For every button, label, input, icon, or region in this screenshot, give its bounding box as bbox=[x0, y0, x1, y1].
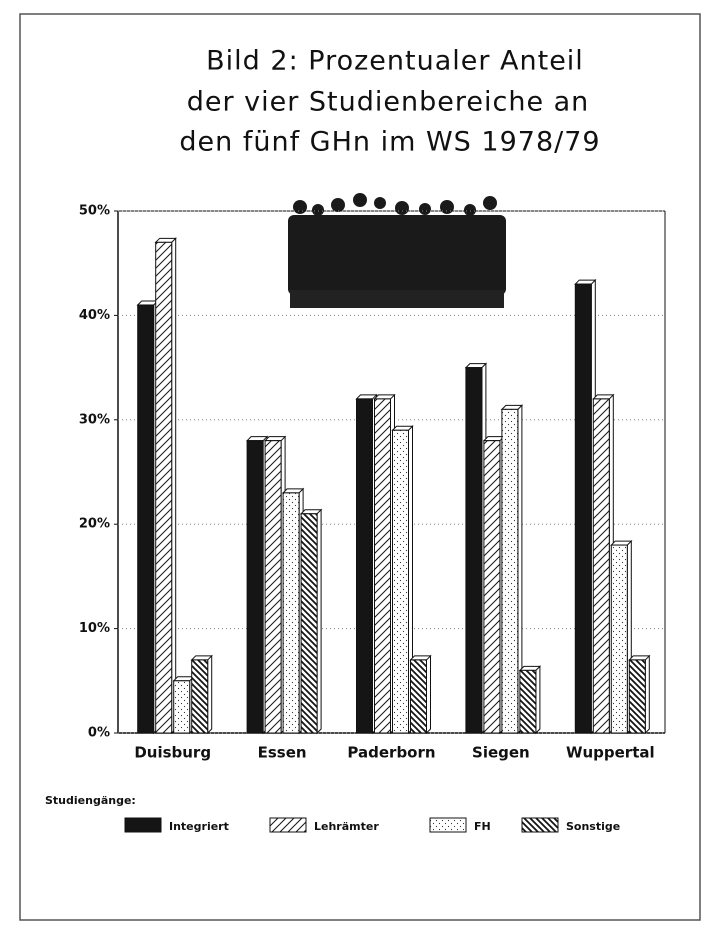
bar bbox=[375, 399, 391, 733]
bar bbox=[411, 660, 427, 733]
x-tick-label: Wuppertal bbox=[566, 744, 655, 762]
bar bbox=[357, 399, 373, 733]
bar bbox=[301, 514, 317, 733]
x-tick-label: Duisburg bbox=[134, 744, 211, 762]
bar bbox=[174, 681, 190, 733]
x-tick-label: Paderborn bbox=[347, 744, 435, 762]
legend-swatch bbox=[430, 818, 466, 832]
bar bbox=[283, 493, 299, 733]
bar bbox=[138, 305, 154, 733]
legend-swatch bbox=[522, 818, 558, 832]
legend-label: Lehrämter bbox=[314, 820, 379, 833]
y-tick-label: 0% bbox=[88, 726, 110, 741]
x-tick-label: Essen bbox=[258, 744, 307, 762]
bar bbox=[593, 399, 609, 733]
x-tick-label: Siegen bbox=[472, 744, 530, 762]
bar bbox=[466, 368, 482, 733]
legend-label: Sonstige bbox=[566, 820, 620, 833]
legend-swatch bbox=[125, 818, 161, 832]
y-tick-label: 30% bbox=[79, 412, 110, 427]
bar bbox=[247, 441, 263, 733]
chart-title: Bild 2: Prozentualer Anteil bbox=[206, 46, 584, 77]
y-tick-label: 50% bbox=[79, 204, 110, 219]
bar bbox=[265, 441, 281, 733]
bar bbox=[575, 284, 591, 733]
y-tick-label: 20% bbox=[79, 517, 110, 532]
bar bbox=[502, 409, 518, 733]
legend-label: Integriert bbox=[169, 820, 229, 833]
bar bbox=[156, 242, 172, 733]
legend-title: Studiengänge: bbox=[45, 794, 136, 807]
bar bbox=[484, 441, 500, 733]
bar bbox=[520, 670, 536, 733]
y-tick-label: 10% bbox=[79, 621, 110, 636]
bar bbox=[192, 660, 208, 733]
bar bbox=[393, 430, 409, 733]
bar bbox=[629, 660, 645, 733]
bar bbox=[611, 545, 627, 733]
chart-title: den fünf GHn im WS 1978/79 bbox=[179, 127, 600, 158]
legend-swatch bbox=[270, 818, 306, 832]
chart: Bild 2: Prozentualer Anteil der vier Stu… bbox=[0, 0, 712, 927]
legend-label: FH bbox=[474, 820, 491, 833]
y-tick-label: 40% bbox=[79, 308, 110, 323]
chart-title: der vier Studienbereiche an bbox=[187, 87, 590, 118]
silhouette bbox=[288, 193, 506, 308]
